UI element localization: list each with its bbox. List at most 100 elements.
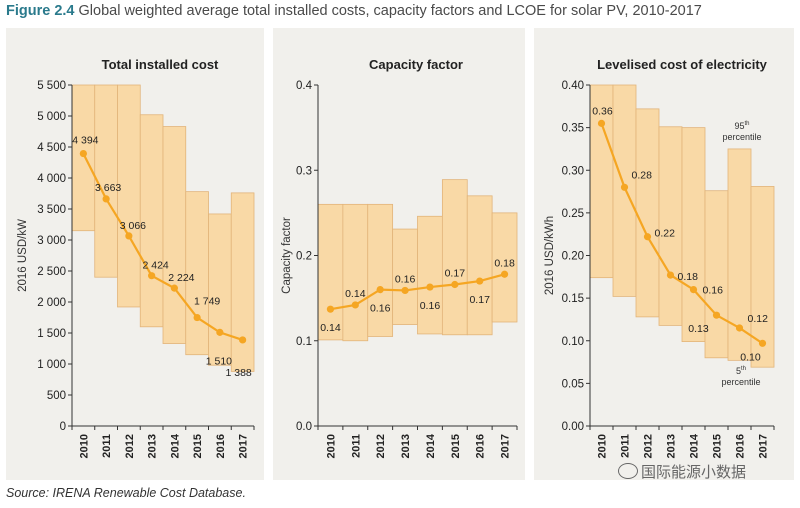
x-tick-label: 2013: [666, 434, 678, 458]
percentile-band-2017: [750, 186, 775, 368]
y-tick-label: 0.0: [296, 421, 312, 433]
data-point-2013: [148, 272, 156, 280]
percentile-band-2012: [367, 203, 394, 337]
y-tick-label: 0.00: [562, 421, 584, 433]
data-label-2014: 0.16: [703, 285, 724, 297]
watermark-text: 国际能源小数据: [641, 464, 747, 481]
y-tick-label: 0.25: [562, 208, 584, 220]
x-tick-label: 2011: [620, 434, 632, 458]
percentile-band-2012: [117, 84, 141, 308]
y-tick-label: 0.15: [562, 293, 584, 305]
percentile-band-2010: [71, 84, 96, 232]
x-tick-label: 2014: [425, 433, 437, 458]
x-tick-label: 2015: [712, 434, 724, 458]
y-tick-label: 0: [60, 421, 66, 433]
series-line: [82, 153, 243, 341]
data-label-2016: 0.12: [748, 313, 769, 325]
data-label-2015: 0.17: [445, 267, 466, 279]
y-tick-label: 0.20: [562, 251, 584, 263]
y-axis-label: Capacity factor: [281, 217, 293, 294]
x-tick-label: 2012: [375, 434, 387, 458]
x-tick-label: 2013: [400, 434, 412, 458]
x-tick-label: 2016: [735, 434, 747, 458]
y-axis-label: 2016 USD/kW: [17, 219, 29, 292]
x-tick-label: 2017: [238, 434, 250, 458]
y-tick-label: 0.1: [296, 336, 312, 348]
data-point-2016: [735, 324, 744, 332]
data-label-2016: 0.17: [469, 294, 490, 306]
data-point-2010: [326, 305, 335, 313]
y-tick-label: 4 500: [37, 142, 66, 154]
data-point-2010: [597, 119, 606, 127]
data-label-2011: 0.14: [345, 288, 366, 300]
percentile-band-2017: [491, 212, 518, 323]
source-note: Source: IRENA Renewable Cost Database.: [6, 486, 246, 500]
x-tick-label: 2010: [597, 434, 609, 458]
data-label-2012: 0.22: [655, 228, 676, 240]
percentile-band-2016: [466, 195, 493, 336]
data-label-2012: 3 066: [120, 220, 146, 232]
data-label-2011: 3 663: [95, 182, 121, 194]
y-tick-label: 0.30: [562, 165, 584, 177]
data-label-2014: 2 224: [168, 272, 194, 284]
y-tick-label: 5 000: [37, 111, 66, 123]
data-point-2011: [351, 301, 359, 309]
x-tick-label: 2017: [758, 434, 770, 458]
data-point-2013: [401, 286, 409, 295]
wechat-icon: [618, 463, 638, 479]
data-point-2010: [79, 149, 87, 158]
data-point-2014: [170, 284, 178, 292]
data-label-2013: 0.16: [395, 273, 416, 285]
y-tick-label: 0.40: [562, 80, 584, 92]
data-point-2015: [193, 313, 201, 322]
y-tick-label: 0.2: [296, 251, 312, 263]
series-line: [330, 273, 505, 311]
data-label-2011: 0.28: [632, 169, 653, 181]
annotation-95th-percentile-word: percentile: [722, 132, 761, 142]
y-tick-label: 0.4: [296, 80, 313, 92]
figure-title: Figure 2.4 Global weighted average total …: [6, 3, 702, 19]
x-tick-label: 2014: [169, 433, 181, 458]
percentile-band-2013: [392, 228, 418, 325]
data-point-2011: [620, 183, 629, 191]
data-label-2017: 1 388: [225, 367, 251, 379]
y-tick-label: 3 500: [37, 204, 66, 216]
percentile-band-2011: [342, 203, 369, 342]
x-tick-label: 2015: [192, 434, 204, 458]
x-tick-label: 2014: [689, 433, 701, 458]
data-label-2013: 0.18: [678, 271, 699, 283]
x-tick-label: 2013: [147, 434, 159, 458]
x-tick-label: 2011: [350, 434, 362, 458]
series-line: [600, 122, 764, 345]
data-label-2012: 0.16: [370, 303, 391, 315]
data-label-2014: 0.16: [420, 300, 441, 312]
annotation-5th-percentile-word: percentile: [721, 377, 760, 387]
percentile-band-2017: [230, 192, 255, 372]
y-axis-label: 2016 USD/kWh: [544, 216, 556, 295]
data-label-2017: 0.18: [494, 257, 515, 269]
percentile-band-2012: [635, 108, 660, 318]
y-tick-label: 2 500: [37, 266, 66, 278]
data-point-2012: [643, 233, 652, 241]
data-label-2010: 0.36: [592, 105, 613, 117]
data-point-2016: [216, 328, 224, 336]
data-point-2014: [426, 283, 434, 291]
data-label-2013: 2 424: [142, 260, 168, 272]
x-tick-label: 2016: [475, 434, 487, 458]
x-tick-label: 2012: [124, 434, 136, 458]
data-point-2017: [500, 270, 509, 278]
chart-title: Levelised cost of electricity: [597, 57, 768, 72]
percentile-band-2014: [162, 126, 187, 344]
data-point-2017: [239, 336, 247, 344]
y-tick-label: 0.3: [296, 165, 312, 177]
data-point-2011: [102, 195, 110, 203]
x-tick-label: 2012: [643, 434, 655, 458]
percentile-band-2016: [208, 213, 232, 366]
data-point-2012: [125, 232, 133, 240]
watermark: 国际能源小数据: [618, 461, 746, 482]
data-label-2010: 0.14: [320, 322, 341, 334]
y-tick-label: 5 500: [37, 80, 66, 92]
annotation-95th-percentile: 95th: [734, 121, 749, 131]
x-tick-label: 2011: [101, 434, 113, 458]
